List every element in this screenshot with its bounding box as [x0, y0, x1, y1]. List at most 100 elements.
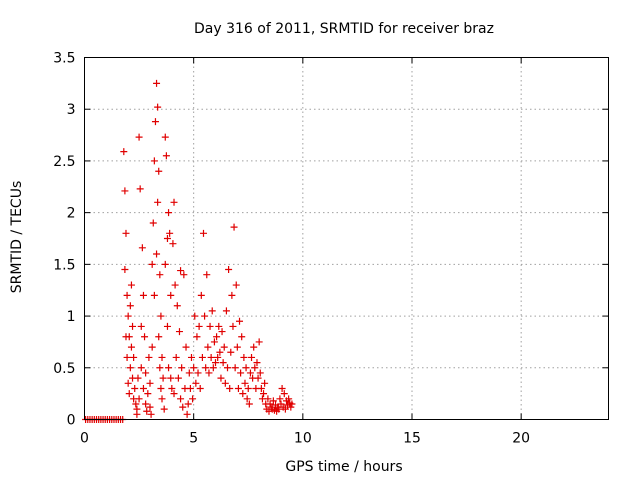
- data-point: [243, 395, 251, 403]
- tick-labels: 0 5 10 15 20 0 0.5 1 1.5 2 2.5 3 3.5: [53, 51, 530, 447]
- data-point: [148, 260, 156, 268]
- data-point: [208, 307, 216, 315]
- data-point: [153, 79, 161, 87]
- data-point: [146, 403, 154, 411]
- data-point: [127, 281, 135, 289]
- data-point: [157, 312, 165, 320]
- data-point: [155, 333, 163, 341]
- data-point: [142, 369, 150, 377]
- data-point: [137, 322, 145, 330]
- data-point: [184, 400, 192, 408]
- plot-frame: [84, 57, 609, 420]
- y-tick-label: 0: [67, 413, 76, 429]
- data-point: [124, 379, 132, 387]
- data-point: [127, 343, 135, 351]
- data-point: [145, 353, 153, 361]
- data-point: [251, 364, 259, 372]
- data-point: [199, 229, 207, 237]
- data-point: [205, 369, 213, 377]
- data-point: [253, 359, 261, 367]
- data-point: [165, 364, 173, 372]
- data-point: [227, 348, 235, 356]
- data-point: [161, 260, 169, 268]
- y-tick-label: 3.5: [53, 51, 75, 67]
- data-point: [134, 374, 142, 382]
- data-point: [180, 271, 188, 279]
- data-point: [191, 312, 199, 320]
- data-point: [173, 302, 181, 310]
- chart-title: Day 316 of 2011, SRMTID for receiver bra…: [194, 21, 494, 37]
- data-point: [278, 384, 286, 392]
- axis-ticks: [84, 57, 609, 420]
- data-point: [213, 333, 221, 341]
- data-point: [177, 395, 185, 403]
- data-point: [160, 405, 168, 413]
- data-point: [136, 185, 144, 193]
- data-point: [120, 148, 128, 156]
- data-point: [123, 291, 131, 299]
- data-point: [158, 353, 166, 361]
- data-point: [143, 407, 151, 415]
- data-point: [217, 374, 225, 382]
- data-point: [245, 400, 253, 408]
- data-point: [178, 364, 186, 372]
- data-point: [161, 133, 169, 141]
- data-point: [162, 152, 170, 160]
- data-points: [82, 79, 296, 423]
- data-point: [157, 384, 165, 392]
- data-point: [126, 302, 134, 310]
- y-tick-label: 2: [67, 206, 76, 222]
- data-point: [195, 322, 203, 330]
- data-point: [288, 400, 296, 408]
- x-tick-label: 10: [294, 431, 312, 447]
- data-point: [201, 312, 209, 320]
- x-tick-label: 20: [512, 431, 530, 447]
- data-point: [155, 167, 163, 175]
- data-point: [146, 379, 154, 387]
- data-point: [285, 395, 293, 403]
- data-point: [221, 379, 229, 387]
- data-point: [126, 364, 134, 372]
- data-point: [147, 410, 155, 418]
- data-point: [225, 266, 233, 274]
- data-point: [280, 390, 288, 398]
- y-tick-label: 1: [67, 309, 76, 325]
- data-point: [193, 333, 201, 341]
- data-point: [218, 328, 226, 336]
- data-point: [163, 235, 171, 242]
- data-point: [255, 338, 263, 346]
- data-point: [203, 271, 211, 279]
- data-point: [175, 328, 183, 336]
- data-point: [139, 384, 147, 392]
- data-point: [228, 291, 236, 299]
- data-point: [187, 353, 195, 361]
- data-point: [240, 353, 248, 361]
- data-point: [189, 395, 197, 403]
- data-point: [239, 390, 247, 398]
- data-point: [154, 198, 162, 206]
- data-point: [237, 369, 245, 377]
- data-point: [204, 343, 212, 351]
- data-point: [139, 291, 147, 299]
- data-point: [236, 317, 244, 325]
- data-point: [250, 343, 258, 351]
- data-point: [123, 353, 131, 361]
- data-point: [148, 343, 156, 351]
- data-point: [182, 343, 190, 351]
- data-point: [230, 223, 238, 231]
- data-point: [233, 343, 241, 351]
- data-point: [150, 291, 158, 299]
- x-axis-label: GPS time / hours: [285, 459, 402, 475]
- data-point: [275, 405, 283, 413]
- data-point: [158, 395, 166, 403]
- data-point: [281, 405, 289, 413]
- data-point: [220, 343, 228, 351]
- data-point: [219, 359, 227, 367]
- data-point: [163, 322, 171, 330]
- data-point: [214, 353, 222, 361]
- data-point: [142, 400, 150, 408]
- data-point: [166, 229, 174, 237]
- data-point: [122, 229, 130, 237]
- data-point: [150, 157, 158, 165]
- data-point: [246, 369, 254, 377]
